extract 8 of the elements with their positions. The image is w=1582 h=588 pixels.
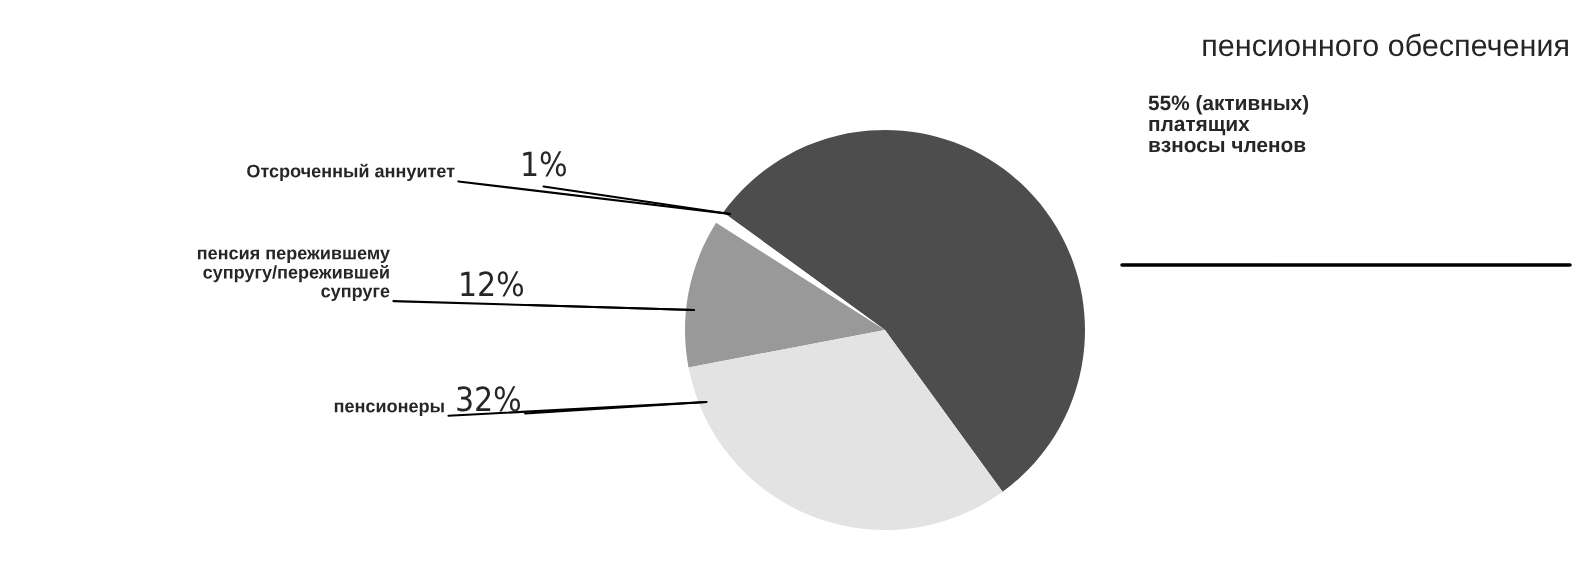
data-label: 32% bbox=[457, 386, 521, 412]
data-label: 1% bbox=[523, 151, 566, 177]
slice-label: Отсроченный аннуитет bbox=[247, 163, 455, 181]
data-label: 12% bbox=[461, 271, 524, 297]
slice-label: пенсия пережившему супругу/пережившей супруге bbox=[197, 249, 390, 301]
text: пенсионного обеспечения bbox=[1203, 33, 1568, 57]
slice-label: 55% (активных) платящих взносы членов bbox=[1148, 95, 1309, 153]
slice-label: пенсионеры bbox=[334, 402, 444, 416]
